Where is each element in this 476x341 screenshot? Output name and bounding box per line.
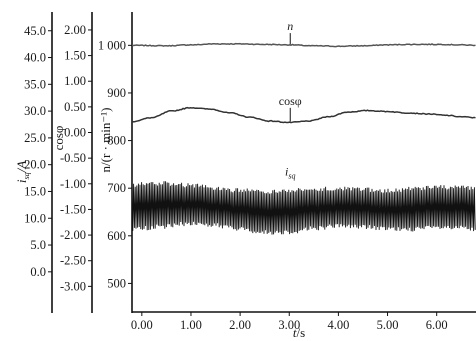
cosphi-tick-label: 1.00	[64, 74, 86, 88]
series-n-line	[131, 42, 476, 48]
x-tick-label: 5.00	[377, 318, 399, 332]
speed-tick-label: 800	[107, 134, 126, 148]
cosphi-tick-label: -2.50	[60, 254, 86, 268]
isq-tick-label: 10.0	[24, 211, 46, 225]
annotation-cosphi: cosφ	[279, 94, 302, 108]
speed-axis-title: n/(r · min⁻¹)	[98, 108, 113, 173]
speed-tick-label: 1 000	[98, 38, 126, 52]
x-tick-label: 0.00	[131, 318, 153, 332]
isq-tick-label: 30.0	[24, 104, 46, 118]
speed-tick-label: 500	[107, 276, 126, 290]
x-tick-label: 4.00	[327, 318, 349, 332]
isq-tick-label: 45.0	[24, 24, 46, 38]
x-axis-title: t/s	[293, 325, 305, 340]
speed-tick-label: 600	[107, 229, 126, 243]
isq-tick-label: 25.0	[24, 131, 46, 145]
cosphi-tick-label: -3.00	[60, 279, 86, 293]
axes-layer: 45.0 40.0 35.0 30.0 25.0 20.0 15.0 10.0 5.0 0.0 2.…	[24, 12, 476, 332]
annotation-isq-text: i	[285, 164, 288, 178]
x-tick-label: 2.00	[229, 318, 251, 332]
isq-tick-label: 40.0	[24, 51, 46, 65]
series-isq-trace	[131, 181, 476, 235]
annotation-isq: isq	[285, 164, 295, 180]
speed-tick-label: 900	[107, 86, 126, 100]
speed-tick-label: 700	[107, 181, 126, 195]
cosphi-tick-label: 0.50	[64, 100, 86, 114]
annotation-isq-sub: sq	[288, 171, 295, 180]
isq-tick-label: 35.0	[24, 77, 46, 91]
series-layer	[131, 42, 476, 235]
cosphi-tick-label: -1.00	[60, 177, 86, 191]
cosphi-tick-label: 1.50	[64, 49, 86, 63]
annotation-n: n	[287, 19, 293, 33]
isq-tick-label: 15.0	[24, 184, 46, 198]
cosphi-tick-label: 2.00	[64, 23, 86, 37]
annotation-n-text: n	[287, 19, 293, 33]
isq-axis-title: isq/A	[14, 161, 31, 183]
x-tick-label: 1.00	[180, 318, 202, 332]
isq-tick-label: 5.0	[30, 238, 46, 252]
cosphi-tick-label: 0.00	[64, 126, 86, 140]
cosphi-tick-label: -0.50	[60, 151, 86, 165]
annotation-cosphi-text: cosφ	[279, 94, 302, 108]
cosphi-tick-label: -2.00	[60, 228, 86, 242]
x-tick-label: 3.00	[278, 318, 300, 332]
isq-tick-label: 0.0	[30, 265, 46, 279]
cosphi-tick-label: -1.50	[60, 202, 86, 216]
annotation-layer: n cosφ isq	[279, 19, 302, 180]
x-tick-label: 6.00	[426, 318, 448, 332]
isq-tick-label: 20.0	[24, 158, 46, 172]
cosphi-axis-title: cosφ	[51, 126, 66, 151]
series-cos-line	[131, 106, 476, 124]
